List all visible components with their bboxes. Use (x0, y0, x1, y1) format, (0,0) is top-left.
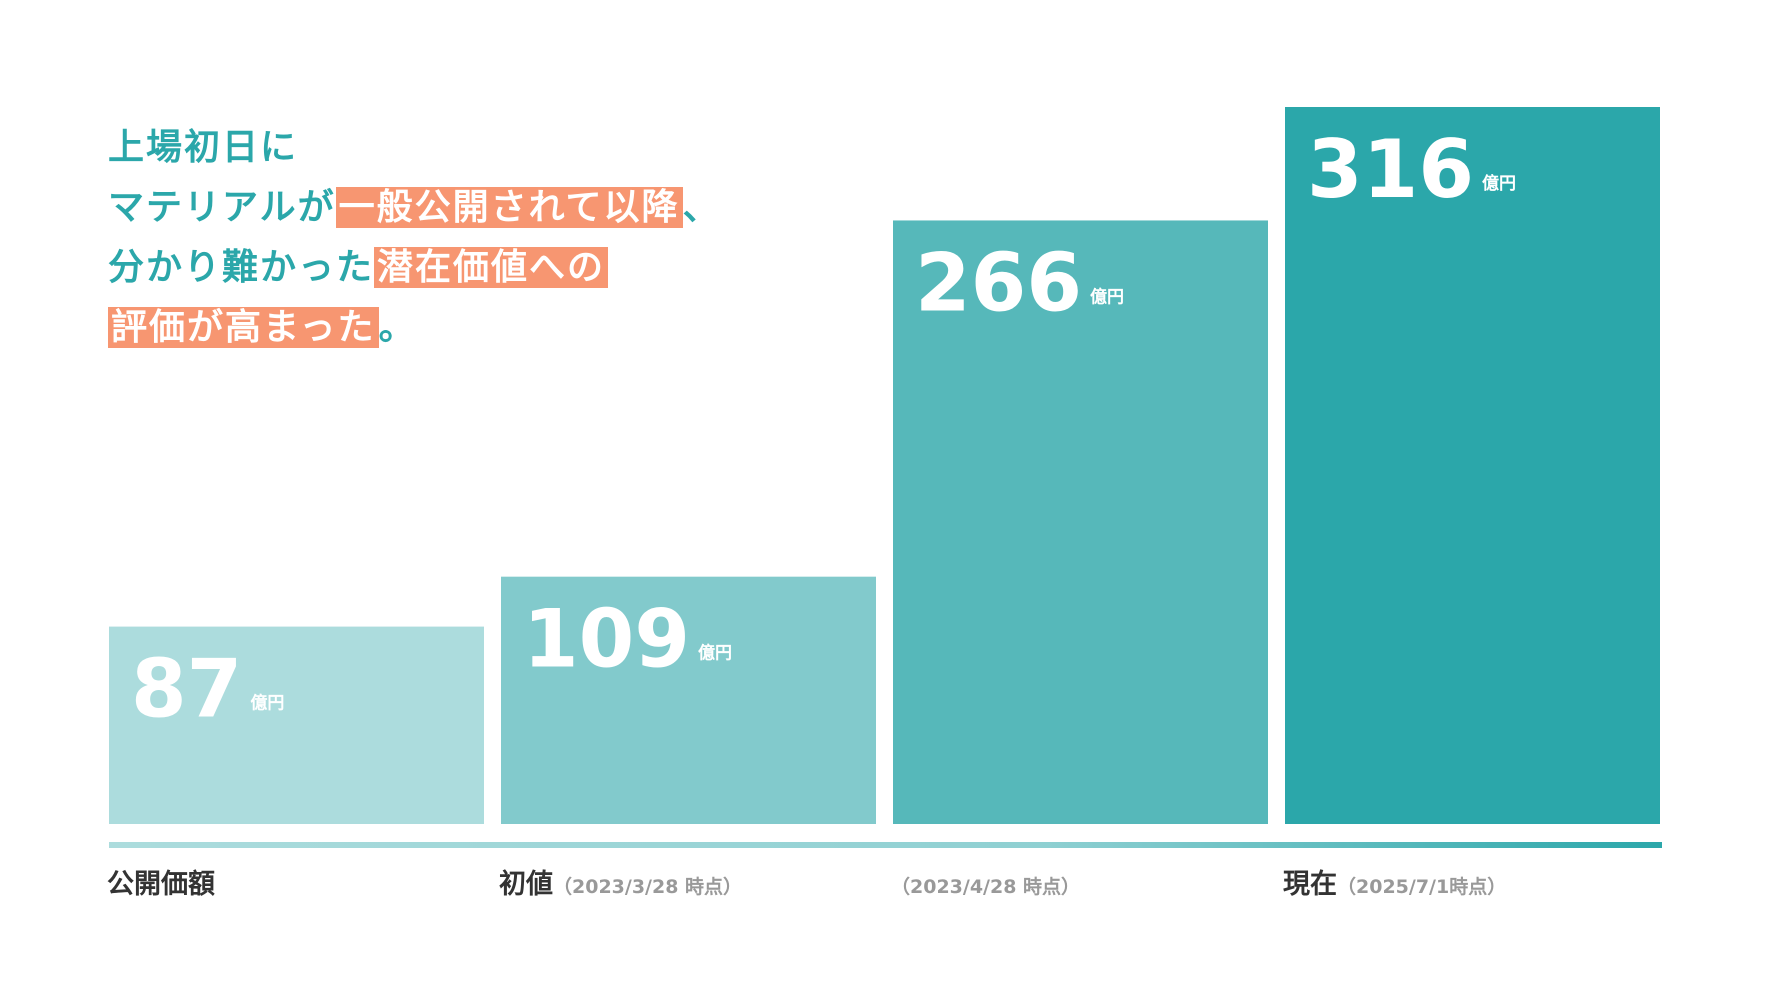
headline-line: 上場初日に (108, 118, 721, 178)
value-unit: 億円 (698, 643, 732, 664)
headline-text: 。 (378, 307, 417, 348)
headline-line: マテリアルが一般公開されて以降、 (108, 178, 721, 238)
bar (501, 576, 876, 824)
value-number: 87 (131, 643, 242, 736)
value-number: 109 (523, 593, 690, 686)
headline-line: 分かり難かった潜在価値への (108, 238, 721, 298)
category-note: （2025/7/1時点） (1337, 875, 1506, 898)
category-name: 公開価額 (107, 869, 215, 900)
value-number: 316 (1307, 123, 1474, 216)
bar (109, 626, 484, 824)
value-label: 87 億円 (131, 643, 284, 736)
value-unit: 億円 (1482, 173, 1516, 194)
highlighted-text: 評価が高まった (108, 307, 379, 348)
value-unit: 億円 (250, 693, 284, 714)
category-name: 初値 (499, 869, 553, 900)
category-note: （2023/3/28 時点） (553, 875, 742, 898)
category-label: 現在（2025/7/1時点） (1283, 869, 1506, 900)
headline: 上場初日に マテリアルが一般公開されて以降、 分かり難かった潜在価値への 評価が高まっ… (108, 118, 721, 358)
category-label: 公開価額 (107, 869, 215, 900)
value-label: 109 億円 (523, 593, 732, 686)
headline-text: 上場初日に (108, 127, 299, 168)
category-label: （2023/4/28 時点） (891, 875, 1080, 898)
headline-line: 評価が高まった。 (108, 298, 721, 358)
value-label: 266 億円 (915, 236, 1124, 329)
bar (1285, 107, 1660, 824)
category-label: 初値（2023/3/28 時点） (499, 869, 742, 900)
category-name: 現在 (1283, 869, 1337, 900)
axis-line (109, 842, 1662, 848)
category-note: （2023/4/28 時点） (891, 875, 1080, 898)
headline-text: 分かり難かった (108, 247, 375, 288)
value-number: 266 (915, 236, 1082, 329)
highlighted-text: 潜在価値への (374, 247, 609, 288)
highlighted-text: 一般公開されて以降 (335, 187, 683, 228)
headline-text: 、 (682, 187, 721, 228)
value-unit: 億円 (1090, 286, 1124, 307)
value-label: 316 億円 (1307, 123, 1516, 216)
bar (893, 220, 1268, 825)
headline-text: マテリアルが (108, 187, 336, 228)
